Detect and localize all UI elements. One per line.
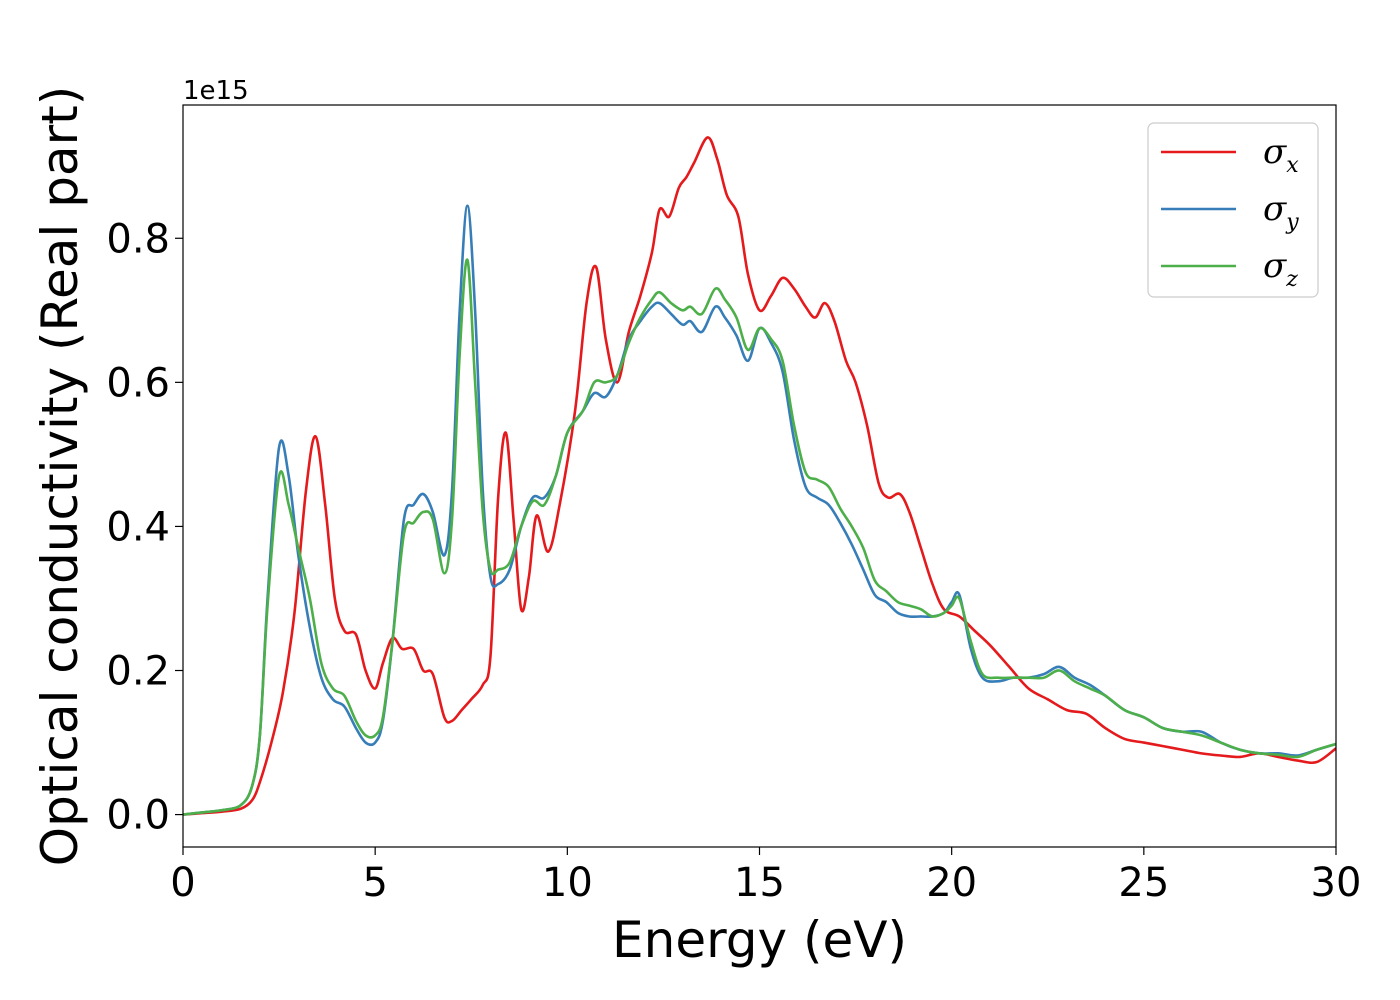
y-tick-label: 0.4	[106, 504, 170, 550]
legend-label-sigma-x: σx	[1263, 132, 1299, 178]
y-tick-label: 0.6	[106, 360, 170, 406]
x-tick-label: 10	[542, 860, 593, 906]
y-axis-title: Optical conductivity (Real part)	[31, 86, 89, 867]
legend-label-sigma-y: σy	[1263, 189, 1299, 235]
series-line-sigma-x	[183, 136, 1336, 816]
series-line-sigma-z	[183, 258, 1336, 816]
x-tick-label: 25	[1118, 860, 1169, 906]
y-tick-label: 0.8	[106, 216, 170, 262]
y-axis: 0.0 0.2 0.4 0.6 0.8	[106, 216, 183, 839]
y-tick-label: 0.0	[106, 793, 170, 839]
x-tick-label: 30	[1311, 860, 1362, 906]
x-tick-label: 20	[926, 860, 977, 906]
x-axis-title: Energy (eV)	[612, 911, 907, 969]
x-tick-label: 15	[734, 860, 785, 906]
x-tick-label: 5	[362, 860, 387, 906]
series-line-sigma-y	[183, 204, 1336, 816]
y-offset-label: 1e15	[183, 76, 249, 106]
x-axis: 0 5 10 15 20 25 30	[170, 847, 1361, 906]
series-layer	[183, 136, 1336, 816]
y-tick-label: 0.2	[106, 649, 170, 695]
x-tick-label: 0	[170, 860, 195, 906]
